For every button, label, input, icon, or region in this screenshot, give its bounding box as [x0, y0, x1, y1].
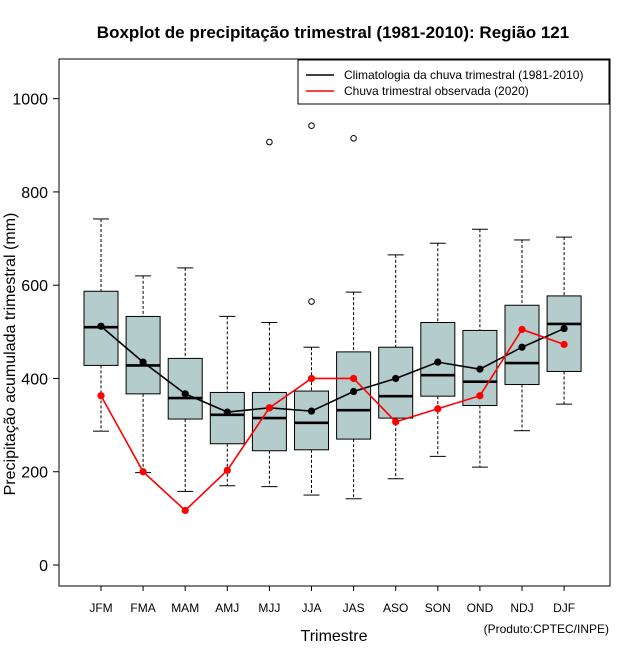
chart-title: Boxplot de precipitação trimestral (1981… — [97, 23, 569, 42]
legend-label-observed: Chuva trimestral observada (2020) — [344, 84, 529, 98]
x-tick-label: JAS — [343, 601, 365, 615]
observed-point — [476, 392, 484, 400]
box-jja — [294, 390, 329, 451]
climatology-point — [181, 390, 189, 398]
box-jas — [336, 351, 372, 440]
box-amj — [209, 391, 245, 445]
climatology-point — [476, 365, 484, 373]
x-tick-label: OND — [467, 601, 494, 615]
climatology-point — [518, 343, 526, 351]
climatology-point — [139, 358, 147, 366]
x-tick-label: NDJ — [510, 601, 533, 615]
outlier-point — [308, 122, 315, 129]
y-tick-label: 600 — [21, 278, 48, 295]
observed-point — [350, 374, 358, 383]
climatology-point — [223, 408, 231, 416]
observed-point — [97, 392, 105, 400]
observed-point — [434, 405, 442, 413]
x-tick-label: JFM — [89, 601, 112, 615]
y-tick-label: 0 — [39, 558, 48, 575]
observed-point — [223, 466, 231, 474]
x-axis-title: Trimestre — [301, 628, 368, 645]
observed-point — [139, 468, 147, 476]
x-tick-label: JJA — [301, 601, 321, 615]
observed-point — [392, 418, 400, 426]
observed-point — [307, 374, 316, 383]
outlier-point — [350, 134, 357, 142]
box-fma — [125, 315, 161, 395]
observed-point — [560, 340, 568, 349]
plot-area: 0 200 400 600 800 1000 JFM FMA MAM AMJ MJJ JJA JAS AS… — [12, 92, 582, 615]
outlier-point — [266, 138, 273, 146]
climatology-point — [97, 322, 105, 330]
outlier-point — [308, 298, 315, 305]
climatology-point — [392, 374, 400, 383]
y-tick-label: 800 — [21, 185, 48, 202]
x-tick-label: DJF — [553, 601, 575, 615]
y-tick-label: 200 — [21, 465, 48, 482]
climatology-line — [100, 325, 565, 413]
observed-point — [518, 325, 526, 334]
x-tick-label: MJJ — [258, 601, 280, 615]
x-tick-label: MAM — [171, 601, 199, 615]
box-son — [420, 322, 456, 397]
x-tick-label: AMJ — [215, 601, 239, 615]
climatology-point — [434, 358, 442, 366]
x-tick-label: ASO — [383, 601, 408, 615]
x-tick-label: SON — [425, 601, 451, 615]
legend-box — [297, 59, 610, 105]
plot-frame — [58, 58, 611, 587]
climatology-point — [560, 324, 568, 333]
legend-label-climatology: Climatologia da chuva trimestral (1981-2… — [344, 68, 583, 82]
observed-point — [181, 506, 189, 515]
product-credit: (Produto:CPTEC/INPE) — [484, 622, 609, 636]
climatology-point — [307, 407, 316, 415]
legend: Climatologia da chuva trimestral (1981-2… — [297, 59, 610, 105]
observed-point — [265, 404, 273, 412]
y-axis-title: Precipitação acumulada trimestral (mm) — [2, 213, 19, 496]
y-tick-label: 1000 — [12, 92, 48, 109]
box-mjj — [251, 391, 287, 452]
box-mam — [167, 357, 203, 420]
climatology-point — [350, 387, 358, 396]
x-tick-label: FMA — [130, 601, 155, 615]
y-tick-label: 400 — [21, 371, 48, 388]
observed-line — [100, 328, 565, 512]
